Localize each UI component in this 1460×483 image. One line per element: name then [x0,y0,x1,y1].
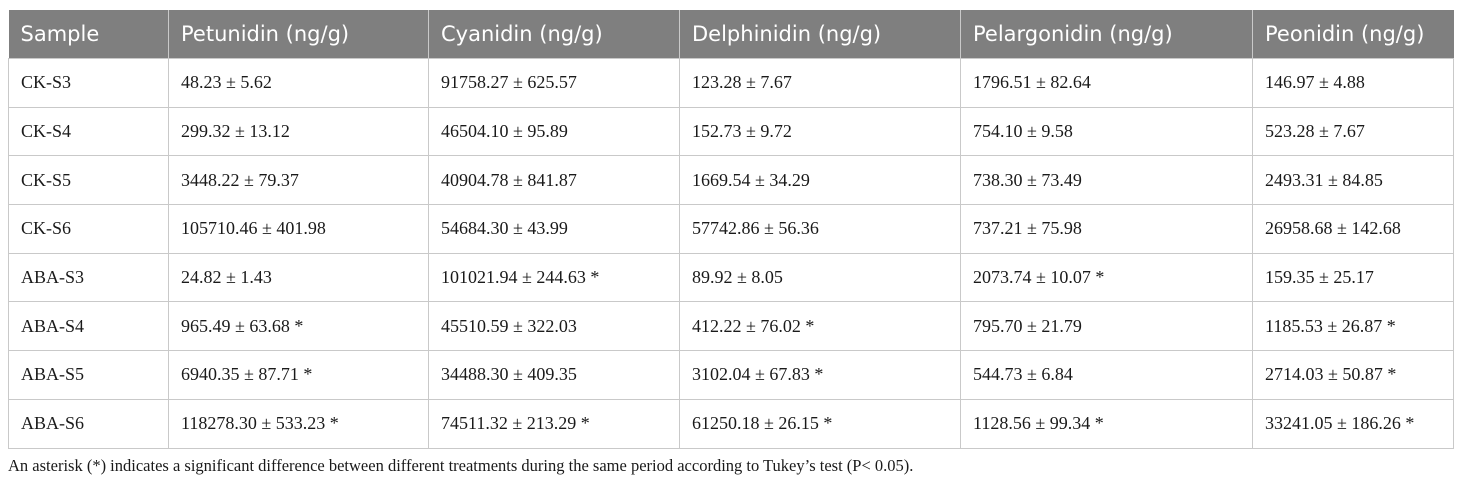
table-cell: 123.28 ± 7.67 [679,58,961,108]
header-cell: Pelargonidin (ng/g) [960,10,1253,59]
data-table-container: Sample Petunidin (ng/g) Cyanidin (ng/g) … [8,10,1454,449]
table-cell: 1796.51 ± 82.64 [960,58,1253,108]
header-cell: Petunidin (ng/g) [168,10,429,59]
table-row: ABA-S3 24.82 ± 1.43 101021.94 ± 244.63 *… [8,252,1454,303]
table-row: ABA-S4 965.49 ± 63.68 * 45510.59 ± 322.0… [8,301,1454,352]
table-cell: 795.70 ± 21.79 [960,301,1253,352]
table-cell: 101021.94 ± 244.63 * [428,252,680,303]
header-cell: Sample [8,10,169,59]
table-cell: 40904.78 ± 841.87 [428,155,680,206]
table-cell: 46504.10 ± 95.89 [428,106,680,157]
table-cell: CK-S5 [8,155,169,206]
table-cell: 6940.35 ± 87.71 * [168,350,429,400]
table-row: ABA-S5 6940.35 ± 87.71 * 34488.30 ± 409.… [8,350,1454,400]
table-cell: 118278.30 ± 533.23 * [168,398,429,449]
table-cell: 3448.22 ± 79.37 [168,155,429,206]
table-cell: 965.49 ± 63.68 * [168,301,429,352]
table-row: CK-S4 299.32 ± 13.12 46504.10 ± 95.89 15… [8,106,1454,157]
table-cell: CK-S4 [8,106,169,157]
table-cell: 299.32 ± 13.12 [168,106,429,157]
table-cell: 105710.46 ± 401.98 [168,204,429,254]
table-cell: 159.35 ± 25.17 [1252,252,1454,303]
table-cell: 57742.86 ± 56.36 [679,204,961,254]
table-cell: CK-S3 [8,58,169,108]
table-cell: 54684.30 ± 43.99 [428,204,680,254]
header-cell: Delphinidin (ng/g) [679,10,961,59]
table-cell: 1185.53 ± 26.87 * [1252,301,1454,352]
header-cell: Peonidin (ng/g) [1252,10,1454,59]
table-cell: 738.30 ± 73.49 [960,155,1253,206]
table-cell: ABA-S3 [8,252,169,303]
table-footnote: An asterisk (*) indicates a significant … [8,456,914,475]
table-cell: 61250.18 ± 26.15 * [679,398,961,449]
table-cell: 523.28 ± 7.67 [1252,106,1454,157]
table-cell: 737.21 ± 75.98 [960,204,1253,254]
table-cell: 24.82 ± 1.43 [168,252,429,303]
table-cell: 2714.03 ± 50.87 * [1252,350,1454,400]
table-cell: CK-S6 [8,204,169,254]
table-cell: 754.10 ± 9.58 [960,106,1253,157]
table-row: ABA-S6 118278.30 ± 533.23 * 74511.32 ± 2… [8,398,1454,449]
table-cell: 26958.68 ± 142.68 [1252,204,1454,254]
table-cell: 1128.56 ± 99.34 * [960,398,1253,449]
table-cell: ABA-S6 [8,398,169,449]
table-cell: 1669.54 ± 34.29 [679,155,961,206]
header-cell: Cyanidin (ng/g) [428,10,680,59]
table-cell: 3102.04 ± 67.83 * [679,350,961,400]
table-cell: 33241.05 ± 186.26 * [1252,398,1454,449]
header-row: Sample Petunidin (ng/g) Cyanidin (ng/g) … [8,10,1454,59]
table-cell: 34488.30 ± 409.35 [428,350,680,400]
table-cell: 544.73 ± 6.84 [960,350,1253,400]
table-cell: 91758.27 ± 625.57 [428,58,680,108]
table-cell: 48.23 ± 5.62 [168,58,429,108]
table-cell: 89.92 ± 8.05 [679,252,961,303]
table-cell: 2073.74 ± 10.07 * [960,252,1253,303]
table-row: CK-S3 48.23 ± 5.62 91758.27 ± 625.57 123… [8,58,1454,108]
table-cell: 152.73 ± 9.72 [679,106,961,157]
table-cell: 74511.32 ± 213.29 * [428,398,680,449]
table-cell: 412.22 ± 76.02 * [679,301,961,352]
anthocyanin-table: Sample Petunidin (ng/g) Cyanidin (ng/g) … [8,10,1454,449]
table-cell: ABA-S5 [8,350,169,400]
table-cell: 2493.31 ± 84.85 [1252,155,1454,206]
table-cell: 146.97 ± 4.88 [1252,58,1454,108]
table-row: CK-S6 105710.46 ± 401.98 54684.30 ± 43.9… [8,204,1454,254]
table-cell: 45510.59 ± 322.03 [428,301,680,352]
table-row: CK-S5 3448.22 ± 79.37 40904.78 ± 841.87 … [8,155,1454,206]
table-cell: ABA-S4 [8,301,169,352]
